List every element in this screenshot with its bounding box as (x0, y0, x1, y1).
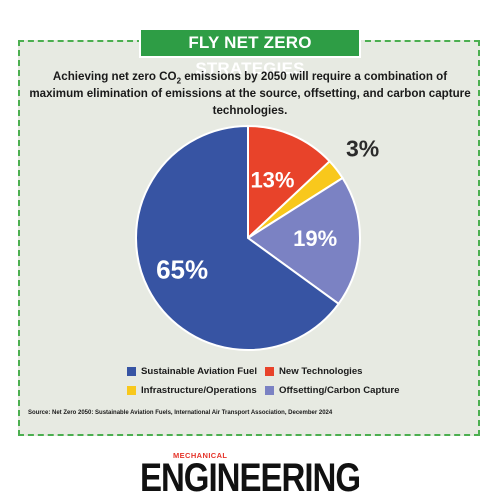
legend-label: Infrastructure/Operations (141, 385, 257, 396)
legend-item-sustainable-aviation-fuel: Sustainable Aviation Fuel (127, 366, 265, 377)
subtitle-text-2: emissions by 2050 will require a combina… (29, 70, 471, 117)
legend-item-infrastructure-operations: Infrastructure/Operations (127, 385, 265, 396)
pie-label-infrastructure-operations: 3% (346, 135, 379, 161)
legend-item-offsetting-carbon-capture: Offsetting/Carbon Capture (265, 385, 405, 396)
chart-legend: Sustainable Aviation Fuel New Technologi… (127, 366, 407, 396)
pie-slice-offsetting-carbon-capture (246, 176, 361, 306)
legend-item-new-technologies: New Technologies (265, 366, 405, 377)
legend-label: Sustainable Aviation Fuel (141, 366, 258, 377)
pie-slice-new-technologies (247, 124, 332, 241)
logo-main-text: ENGINEERING (139, 455, 361, 500)
source-note: Source: Net Zero 2050: Sustainable Aviat… (28, 410, 333, 416)
legend-swatch (127, 386, 136, 395)
legend-swatch (127, 367, 136, 376)
subtitle-text-1: Achieving net zero CO (52, 70, 177, 83)
pie-label-offsetting-carbon-capture: 19% (293, 226, 337, 251)
page-title: FLY NET ZERO STRATEGIES (139, 28, 361, 78)
legend-label: New Technologies (279, 366, 363, 377)
subtitle-subscript: 2 (176, 76, 182, 86)
pie-label-sustainable-aviation-fuel: 65% (156, 254, 208, 284)
chart-subtitle: Achieving net zero CO2 emissions by 2050… (28, 68, 472, 119)
legend-swatch (265, 386, 274, 395)
pie-label-new-technologies: 13% (250, 167, 294, 192)
pie-slice-sustainable-aviation-fuel (135, 124, 341, 351)
legend-label: Offsetting/Carbon Capture (279, 385, 400, 396)
legend-swatch (265, 367, 274, 376)
publication-logo: MECHANICAL ENGINEERING (0, 451, 500, 498)
logo-top-text: MECHANICAL (173, 451, 228, 460)
